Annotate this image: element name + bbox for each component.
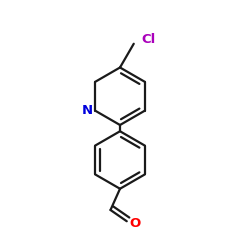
Text: N: N [82, 104, 93, 117]
Text: Cl: Cl [142, 33, 156, 46]
Text: O: O [130, 217, 141, 230]
